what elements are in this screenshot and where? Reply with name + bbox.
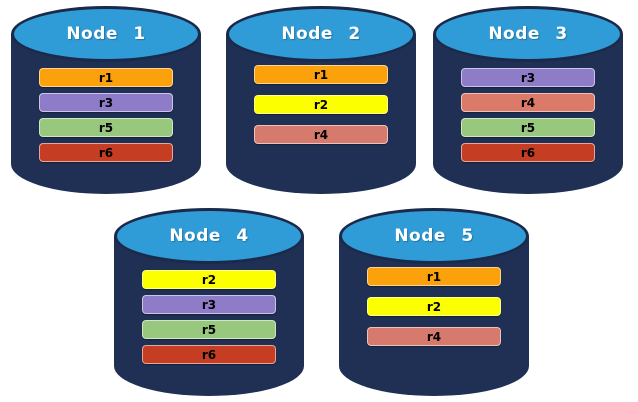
node-title: Node 3 bbox=[488, 24, 568, 44]
node-title: Node 4 bbox=[169, 226, 249, 246]
cylinder-top-ellipse: Node 1 bbox=[11, 6, 201, 62]
replica-bar-r4: r4 bbox=[461, 93, 595, 112]
node-3-cylinder: Node 3 r3 r4 r5 r6 bbox=[433, 6, 623, 194]
node-title: Node 1 bbox=[66, 24, 146, 44]
replica-bar-r2: r2 bbox=[142, 270, 276, 289]
replica-bar-r4: r4 bbox=[367, 327, 501, 346]
cylinder-top-ellipse: Node 5 bbox=[339, 208, 529, 264]
node-5-cylinder: Node 5 r1 r2 r4 bbox=[339, 208, 529, 396]
replica-list: r1 r3 r5 r6 bbox=[39, 68, 173, 162]
replica-list: r2 r3 r5 r6 bbox=[142, 270, 276, 364]
replica-bar-r5: r5 bbox=[142, 320, 276, 339]
replica-bar-r1: r1 bbox=[254, 65, 388, 84]
replica-bar-r1: r1 bbox=[39, 68, 173, 87]
cylinder-top-ellipse: Node 4 bbox=[114, 208, 304, 264]
replica-bar-r1: r1 bbox=[367, 267, 501, 286]
replica-bar-r6: r6 bbox=[142, 345, 276, 364]
replica-bar-r3: r3 bbox=[461, 68, 595, 87]
replica-bar-r5: r5 bbox=[39, 118, 173, 137]
node-title: Node 2 bbox=[281, 24, 361, 44]
replica-bar-r3: r3 bbox=[39, 93, 173, 112]
node-1-cylinder: Node 1 r1 r3 r5 r6 bbox=[11, 6, 201, 194]
cylinder-top-ellipse: Node 2 bbox=[226, 6, 416, 62]
replica-bar-r6: r6 bbox=[39, 143, 173, 162]
node-2-cylinder: Node 2 r1 r2 r4 bbox=[226, 6, 416, 194]
replica-list: r3 r4 r5 r6 bbox=[461, 68, 595, 162]
replica-bar-r6: r6 bbox=[461, 143, 595, 162]
cylinder-top-ellipse: Node 3 bbox=[433, 6, 623, 62]
node-title: Node 5 bbox=[394, 226, 474, 246]
replica-bar-r4: r4 bbox=[254, 125, 388, 144]
node-4-cylinder: Node 4 r2 r3 r5 r6 bbox=[114, 208, 304, 396]
replica-list: r1 r2 r4 bbox=[367, 267, 501, 346]
replica-bar-r2: r2 bbox=[367, 297, 501, 316]
replica-bar-r5: r5 bbox=[461, 118, 595, 137]
replica-list: r1 r2 r4 bbox=[254, 65, 388, 144]
replica-bar-r3: r3 bbox=[142, 295, 276, 314]
replica-bar-r2: r2 bbox=[254, 95, 388, 114]
